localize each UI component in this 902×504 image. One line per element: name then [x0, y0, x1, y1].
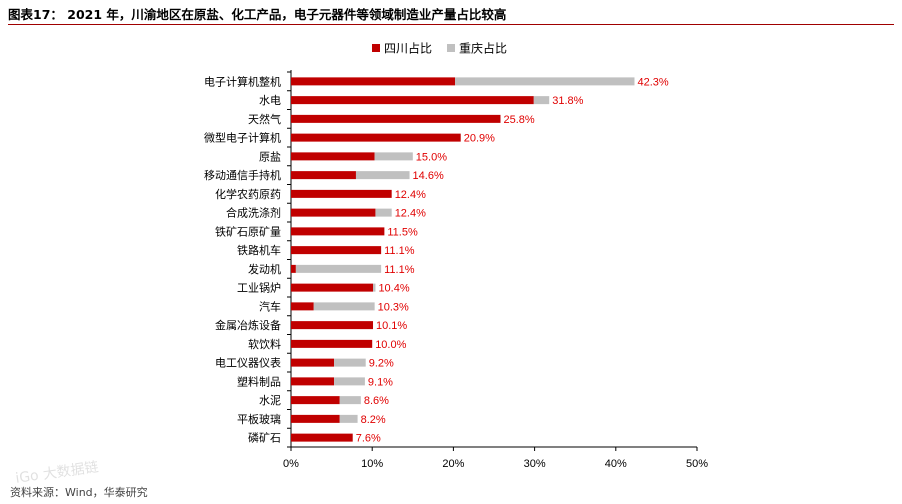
bar-sichuan: [291, 208, 376, 217]
category-label: 发动机: [248, 262, 281, 276]
category-label: 原盐: [259, 150, 281, 163]
category-label: 铁矿石原矿量: [215, 225, 281, 238]
bar-chongqing: [334, 377, 365, 386]
category-label: 天然气: [248, 112, 281, 126]
bar-chongqing: [455, 77, 635, 86]
data-label: 10.3%: [378, 301, 409, 313]
bar-chongqing: [533, 96, 550, 105]
category-label: 工业锅炉: [237, 282, 281, 295]
category-label: 金属冶炼设备: [215, 318, 281, 332]
category-label: 电工仪器仪表: [215, 356, 281, 370]
category-label: 微型电子计算机: [204, 131, 281, 145]
category-label: 铁路机车: [237, 243, 281, 257]
data-label: 20.9%: [464, 133, 495, 145]
data-label: 15.0%: [416, 151, 447, 163]
bar-sichuan: [291, 377, 335, 386]
bar-chongqing: [313, 302, 375, 311]
bar-sichuan: [291, 283, 374, 292]
bar-sichuan: [291, 433, 353, 442]
chart-title: 图表17： 2021 年，川渝地区在原盐、化工产品，电子元器件等领域制造业产量占…: [8, 7, 507, 22]
category-label: 塑料制品: [237, 374, 281, 388]
category-label: 合成洗涤剂: [226, 206, 281, 220]
bar-sichuan: [291, 133, 461, 142]
source-note: 资料来源：Wind，华泰研究: [10, 486, 148, 499]
x-tick-label: 50%: [686, 458, 708, 470]
data-label: 14.6%: [413, 170, 444, 182]
data-label: 11.1%: [384, 264, 415, 276]
title-rule: [8, 24, 894, 25]
category-label: 电子计算机整机: [204, 74, 281, 88]
data-label: 42.3%: [637, 76, 668, 88]
bar-sichuan: [291, 114, 501, 123]
bar-sichuan: [291, 227, 385, 236]
x-tick-label: 30%: [524, 458, 546, 470]
x-tick-label: 40%: [605, 458, 627, 470]
data-label: 10.0%: [375, 339, 406, 351]
data-label: 12.4%: [395, 189, 426, 201]
category-label: 化学农药原药: [215, 187, 281, 201]
bar-chongqing: [339, 414, 358, 423]
bar-sichuan: [291, 189, 392, 198]
data-label: 10.4%: [378, 283, 409, 295]
x-tick-label: 0%: [283, 458, 299, 470]
category-label: 汽车: [259, 299, 281, 313]
legend-label: 重庆占比: [459, 41, 507, 56]
bar-sichuan: [291, 339, 373, 348]
data-label: 8.2%: [361, 414, 386, 426]
data-label: 8.6%: [364, 395, 389, 407]
category-label: 磷矿石: [248, 432, 281, 445]
category-label: 软饮料: [248, 337, 281, 351]
bar-chongqing: [374, 152, 413, 161]
data-label: 10.1%: [376, 320, 407, 332]
bar-sichuan: [291, 96, 534, 105]
bar-chongqing: [334, 358, 366, 367]
data-label: 9.2%: [369, 358, 394, 370]
bar-sichuan: [291, 246, 382, 255]
data-label: 31.8%: [552, 95, 583, 107]
legend-swatch: [372, 44, 380, 52]
legend-swatch: [447, 44, 455, 52]
data-label: 25.8%: [503, 114, 534, 126]
bar-sichuan: [291, 414, 340, 423]
bar-sichuan: [291, 396, 340, 405]
bar-chongqing: [373, 283, 376, 292]
data-label: 11.5%: [387, 226, 418, 238]
data-label: 9.1%: [368, 376, 393, 388]
bar-sichuan: [291, 264, 296, 273]
category-label: 平板玻璃: [237, 412, 281, 426]
bar-sichuan: [291, 358, 335, 367]
bar-sichuan: [291, 77, 456, 86]
bar-chongqing: [339, 396, 361, 405]
legend-label: 四川占比: [384, 41, 432, 56]
category-label: 水电: [259, 94, 281, 107]
bar-chongqing: [355, 171, 410, 180]
bar-sichuan: [291, 321, 374, 330]
bar-sichuan: [291, 171, 356, 180]
bar-chongqing: [375, 208, 392, 217]
category-label: 水泥: [259, 394, 281, 407]
data-label: 7.6%: [356, 433, 381, 445]
bar-sichuan: [291, 152, 375, 161]
x-tick-label: 10%: [361, 458, 383, 470]
bar-chongqing: [295, 264, 382, 273]
data-label: 11.1%: [384, 245, 415, 257]
x-tick-label: 20%: [442, 458, 464, 470]
category-label: 移动通信手持机: [204, 168, 281, 182]
bar-sichuan: [291, 302, 314, 311]
data-label: 12.4%: [395, 208, 426, 220]
